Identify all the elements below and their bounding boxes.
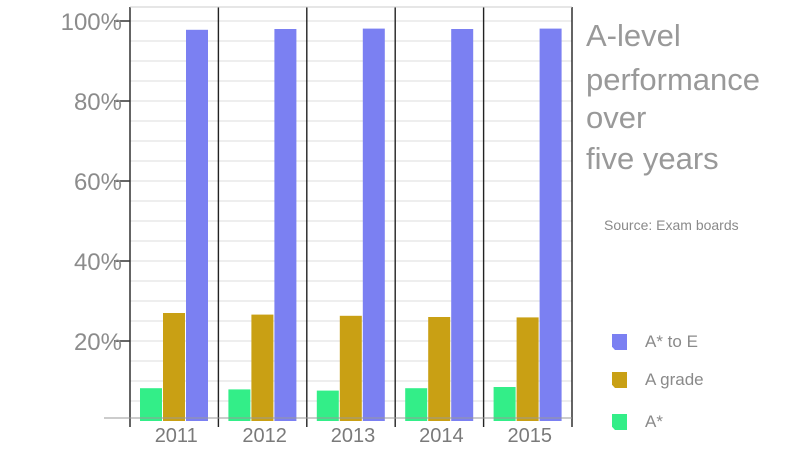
tick-labels: 20% 40% 60% 80% 100% 2011 2012 2013 2014 2015 <box>61 9 552 447</box>
x-tick-label: 2013 <box>331 425 376 447</box>
legend-swatch <box>612 372 627 388</box>
bar <box>316 390 339 421</box>
x-tick-label: 2014 <box>419 425 464 447</box>
bar <box>516 317 539 421</box>
y-tick-label: 100% <box>61 9 122 36</box>
legend-label: A* <box>645 412 663 431</box>
bar <box>493 387 516 421</box>
x-tick-label: 2012 <box>242 425 287 447</box>
chart-title-line: performance <box>586 62 761 97</box>
x-tick-label: 2015 <box>508 425 553 447</box>
bar <box>405 388 428 421</box>
bar <box>186 29 208 422</box>
bar <box>140 388 162 421</box>
bar <box>451 29 474 421</box>
bar <box>251 314 274 421</box>
bar <box>163 313 185 421</box>
x-tick-label: 2011 <box>155 425 198 447</box>
y-tick-label: 80% <box>74 89 122 116</box>
bars <box>140 28 562 422</box>
chart-title-line: five years <box>586 141 719 176</box>
legend-swatch <box>612 414 627 430</box>
bar <box>428 317 451 421</box>
y-tick-label: 20% <box>74 329 122 356</box>
bar <box>339 315 362 421</box>
axes <box>104 6 573 427</box>
chart-title-line: over <box>586 100 647 135</box>
legend-label: A* to E <box>645 332 698 351</box>
bar <box>362 28 385 421</box>
legend-label: A grade <box>645 370 704 389</box>
bar <box>539 28 562 421</box>
y-tick-label: 40% <box>74 249 122 276</box>
bar <box>274 29 297 421</box>
legend-swatch <box>612 334 627 350</box>
y-tick-label: 60% <box>74 169 122 196</box>
bar <box>228 389 251 421</box>
chart-title-line: A-level <box>586 18 681 53</box>
chart-source-note: Source: Exam boards <box>604 217 739 233</box>
